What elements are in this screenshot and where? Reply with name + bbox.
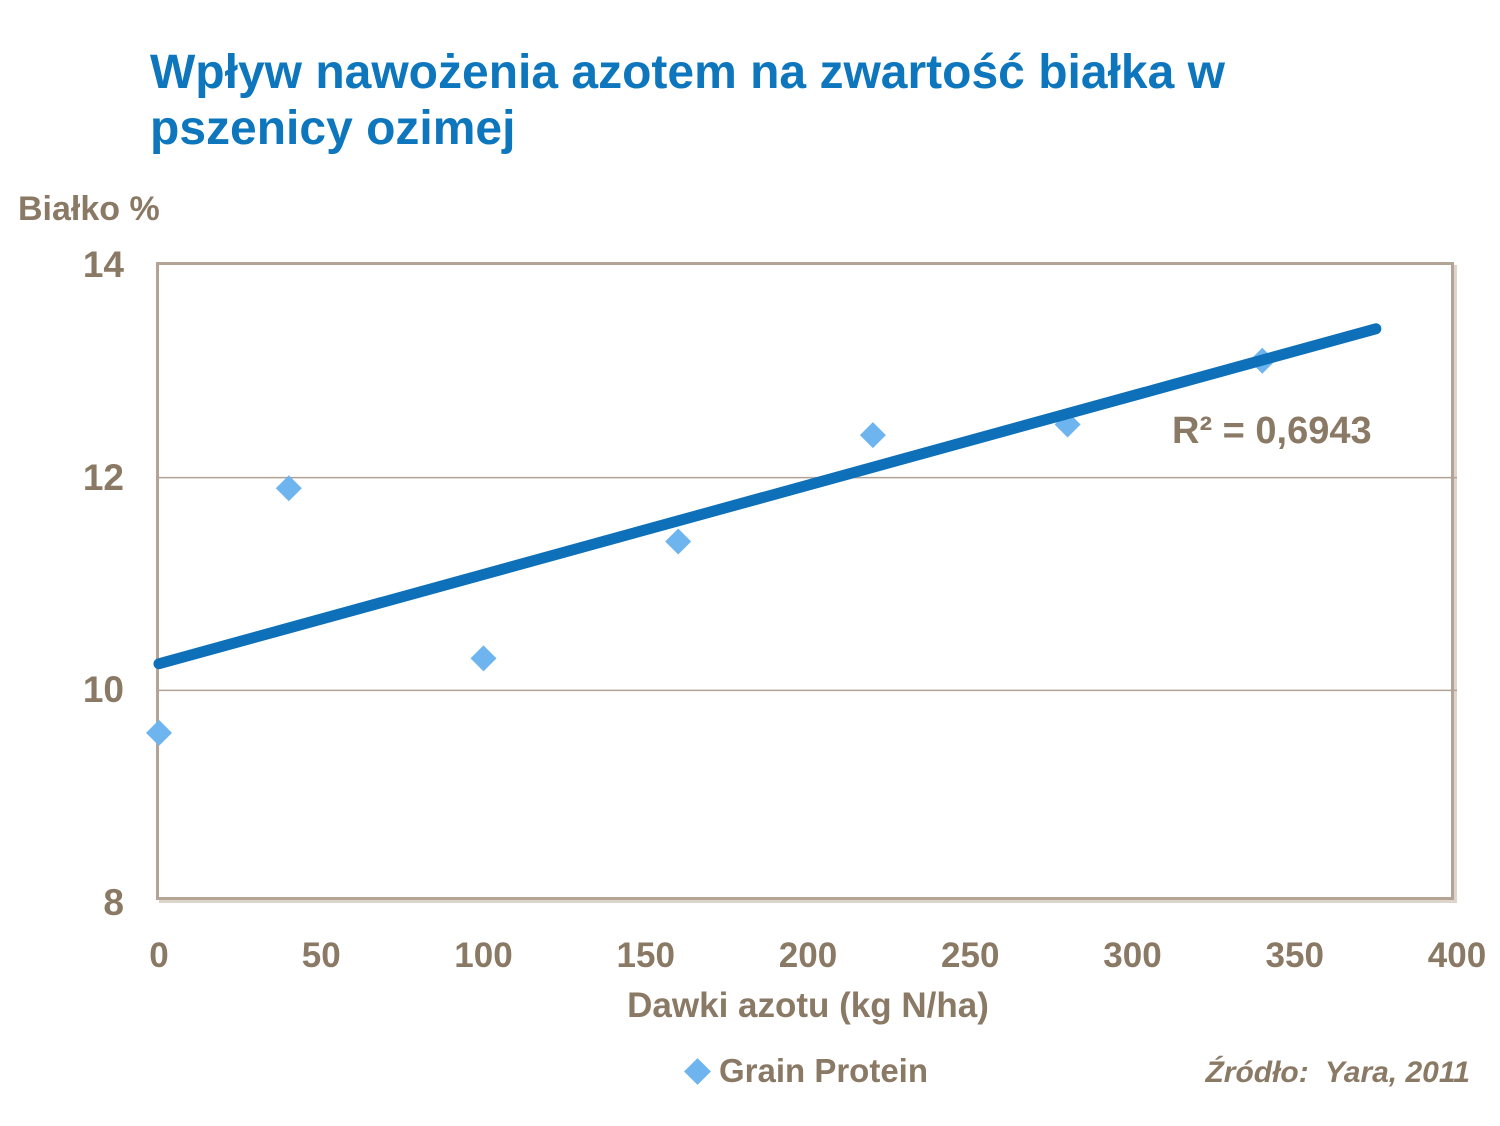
x-tick-label: 100 xyxy=(454,936,513,975)
x-tick-label: 300 xyxy=(1103,936,1162,975)
x-tick-label: 150 xyxy=(616,936,675,975)
data-point xyxy=(146,719,172,746)
y-tick-label: 8 xyxy=(103,882,124,923)
slide-title: Wpływ nawożenia azotem na zwartość białk… xyxy=(150,46,1225,156)
plot-area xyxy=(146,262,1457,900)
legend-label: Grain Protein xyxy=(718,1052,929,1089)
x-tick-label: 250 xyxy=(941,936,1000,975)
y-tick-label: 14 xyxy=(82,244,124,285)
x-tick-label: 0 xyxy=(149,936,169,975)
y-axis-header: Białko % xyxy=(18,190,160,228)
source-note: Źródło: Yara, 2011 xyxy=(1205,1056,1470,1089)
trendline xyxy=(153,323,1382,670)
y-tick-label: 10 xyxy=(82,669,124,711)
data-point xyxy=(859,422,886,449)
y-tick-label: 12 xyxy=(82,456,124,498)
x-tick-label: 50 xyxy=(301,936,341,975)
data-point xyxy=(275,475,302,502)
x-axis-title: Dawki azotu (kg N/ha) xyxy=(627,986,989,1025)
x-tick-label: 400 xyxy=(1427,936,1487,975)
plot-svg xyxy=(146,323,1457,746)
x-tick-label: 200 xyxy=(778,936,838,975)
r-squared-label: R² = 0,6943 xyxy=(1172,410,1372,452)
data-point xyxy=(470,645,497,672)
legend: Grain Protein xyxy=(159,1052,1457,1090)
data-point xyxy=(665,528,692,555)
x-tick-label: 350 xyxy=(1265,936,1324,975)
legend-diamond-icon xyxy=(684,1057,711,1085)
